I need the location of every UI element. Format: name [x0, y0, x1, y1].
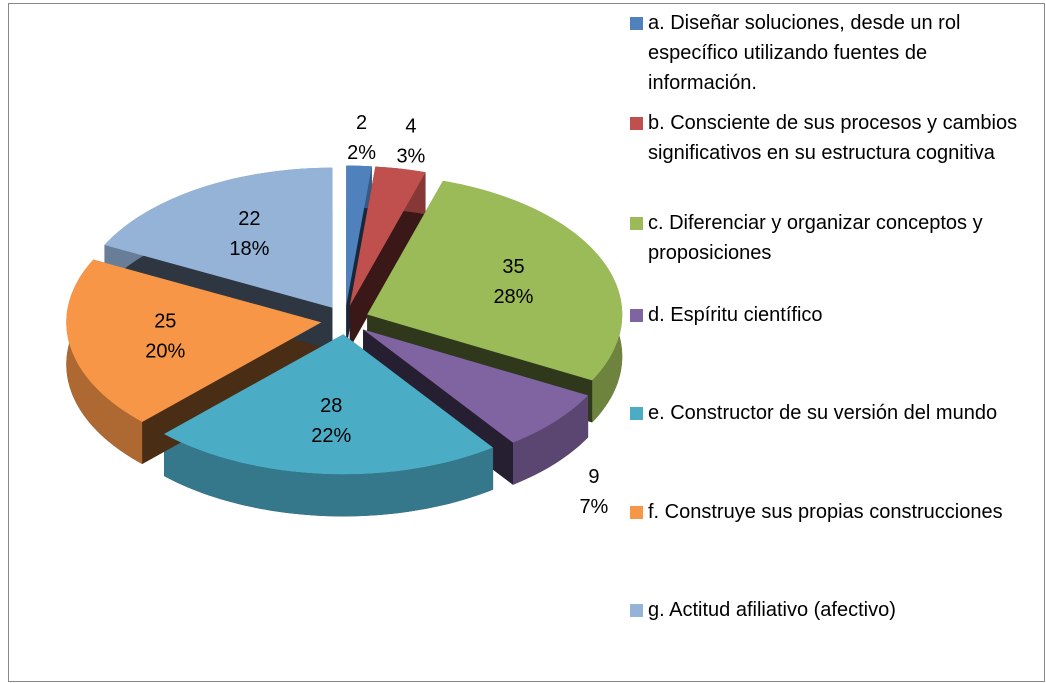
- slice: [349, 166, 426, 306]
- legend-swatch: [630, 309, 643, 322]
- data-label-value: 28: [320, 395, 342, 417]
- legend-item: a. Diseñar soluciones, desde un rol espe…: [630, 8, 1040, 98]
- slice: [66, 259, 322, 422]
- data-label-value: 4: [405, 116, 416, 138]
- data-label-value: 22: [238, 208, 260, 230]
- legend-label: c. Diferenciar y organizar conceptos y p…: [648, 212, 983, 264]
- data-label-percent: 2%: [347, 142, 376, 164]
- legend-label: d. Espíritu científico: [648, 304, 823, 326]
- legend-label: b. Consciente de sus procesos y cambios …: [648, 112, 1018, 164]
- data-label-percent: 22%: [311, 425, 351, 447]
- legend-label: e. Constructor de su versión del mundo: [648, 402, 998, 424]
- legend-item: c. Diferenciar y organizar conceptos y p…: [630, 208, 1040, 268]
- legend-item: b. Consciente de sus procesos y cambios …: [630, 108, 1040, 168]
- legend-swatch: [630, 217, 643, 230]
- legend-label: f. Construye sus propias construcciones: [648, 501, 1003, 523]
- legend-swatch: [630, 604, 643, 617]
- data-label-value: 2: [356, 112, 367, 134]
- legend-swatch: [630, 506, 643, 519]
- legend-swatch: [630, 117, 643, 130]
- legend-label: g. Actitud afiliativo (afectivo): [648, 599, 896, 621]
- slice: [367, 180, 623, 381]
- legend-label: a. Diseñar soluciones, desde un rol espe…: [648, 12, 961, 94]
- legend-item: g. Actitud afiliativo (afectivo): [630, 595, 1040, 625]
- legend-item: d. Espíritu científico: [630, 300, 1040, 330]
- data-label-percent: 18%: [229, 238, 269, 260]
- data-label-value: 25: [154, 311, 176, 333]
- data-label-percent: 7%: [579, 496, 608, 518]
- slice-wall: [349, 172, 426, 348]
- legend-swatch: [630, 407, 643, 420]
- slice: [164, 334, 494, 475]
- legend-item: e. Constructor de su versión del mundo: [630, 398, 1040, 428]
- legend-item: f. Construye sus propias construcciones: [630, 497, 1040, 527]
- slice-side: [512, 395, 589, 485]
- data-label-value: 9: [588, 466, 599, 488]
- data-label-percent: 28%: [493, 286, 533, 308]
- slice-side: [164, 433, 494, 517]
- slice: [363, 329, 589, 443]
- slice: [346, 165, 372, 306]
- data-label-value: 35: [502, 256, 524, 278]
- chart-border: [8, 3, 1045, 682]
- data-label-percent: 20%: [145, 341, 185, 363]
- slice: [104, 167, 333, 308]
- legend-swatch: [630, 17, 643, 30]
- data-label-percent: 3%: [396, 146, 425, 168]
